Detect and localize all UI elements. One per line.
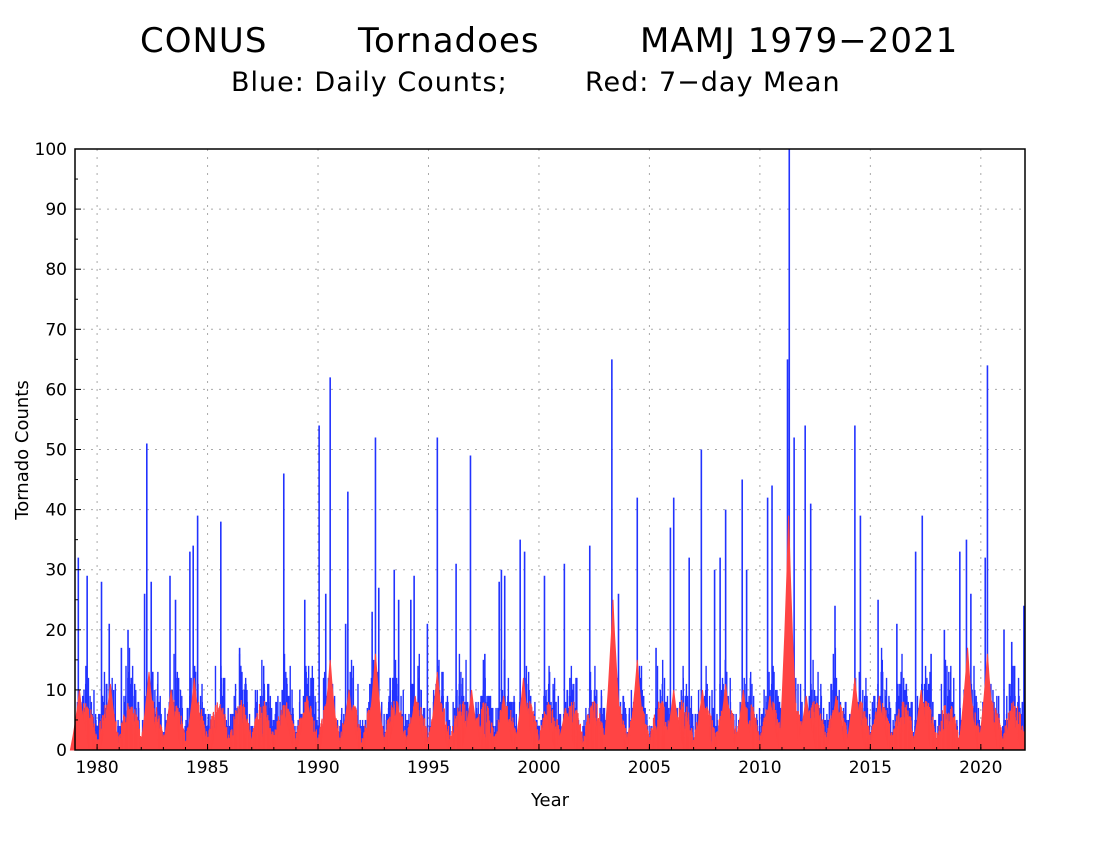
chart-subtitle-red: Red: 7−day Mean bbox=[585, 67, 841, 98]
chart-title-region: CONUS bbox=[140, 21, 267, 61]
chart-subtitle-blue: Blue: Daily Counts; bbox=[231, 67, 508, 98]
daily-counts-series bbox=[74, 149, 1026, 750]
seven-day-mean-series bbox=[69, 515, 1026, 751]
chart-title-period: MAMJ 1979−2021 bbox=[640, 21, 958, 61]
chart-title-subject: Tornadoes bbox=[357, 21, 540, 61]
